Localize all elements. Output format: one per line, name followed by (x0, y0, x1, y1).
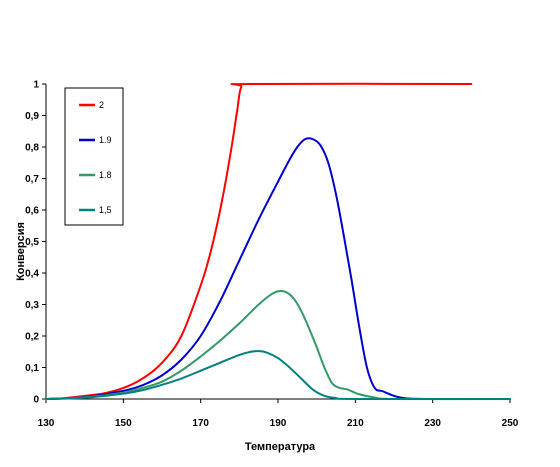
y-axis-title: Конверсия (15, 222, 27, 281)
x-tick-label: 170 (192, 418, 209, 429)
x-tick-label: 210 (347, 418, 364, 429)
x-tick-label: 190 (270, 418, 287, 429)
x-tick-label: 250 (502, 418, 519, 429)
x-axis-title: Температура (245, 441, 316, 453)
y-tick-label: 1 (33, 80, 39, 91)
y-tick-label: 0,7 (25, 174, 39, 185)
legend-box (64, 87, 124, 226)
legend-label-1: 2 (99, 100, 104, 110)
series-line-3 (45, 289, 511, 401)
y-tick-label: 0,8 (25, 143, 39, 154)
y-tick-label: 0 (33, 395, 39, 406)
y-tick-label: 0,1 (25, 363, 39, 374)
y-tick-label: 0,6 (25, 206, 39, 217)
legend: 2 1.9 1.8 1,5 (64, 87, 124, 226)
legend-label-4: 1,5 (99, 205, 112, 215)
series-lines (45, 82, 511, 401)
y-tick-label: 0,3 (25, 300, 39, 311)
legend-label-3: 1.8 (99, 170, 112, 180)
y-tick-label: 0,4 (25, 269, 39, 280)
y-tick-label: 0,9 (25, 111, 39, 122)
y-tick-label: 0,2 (25, 332, 39, 343)
series-line-1 (45, 82, 473, 400)
legend-label-2: 1.9 (99, 135, 112, 145)
x-tick-label: 150 (115, 418, 132, 429)
x-tick-label: 130 (38, 418, 55, 429)
ticks: 0 0,1 0,2 0,3 0,4 0,5 0,6 0,7 0,8 0,9 1 130 150 170 19… (25, 80, 519, 430)
series-line-2 (45, 137, 511, 401)
x-tick-label: 230 (424, 418, 441, 429)
series-line-4 (45, 350, 511, 401)
y-tick-label: 0,5 (25, 237, 39, 248)
